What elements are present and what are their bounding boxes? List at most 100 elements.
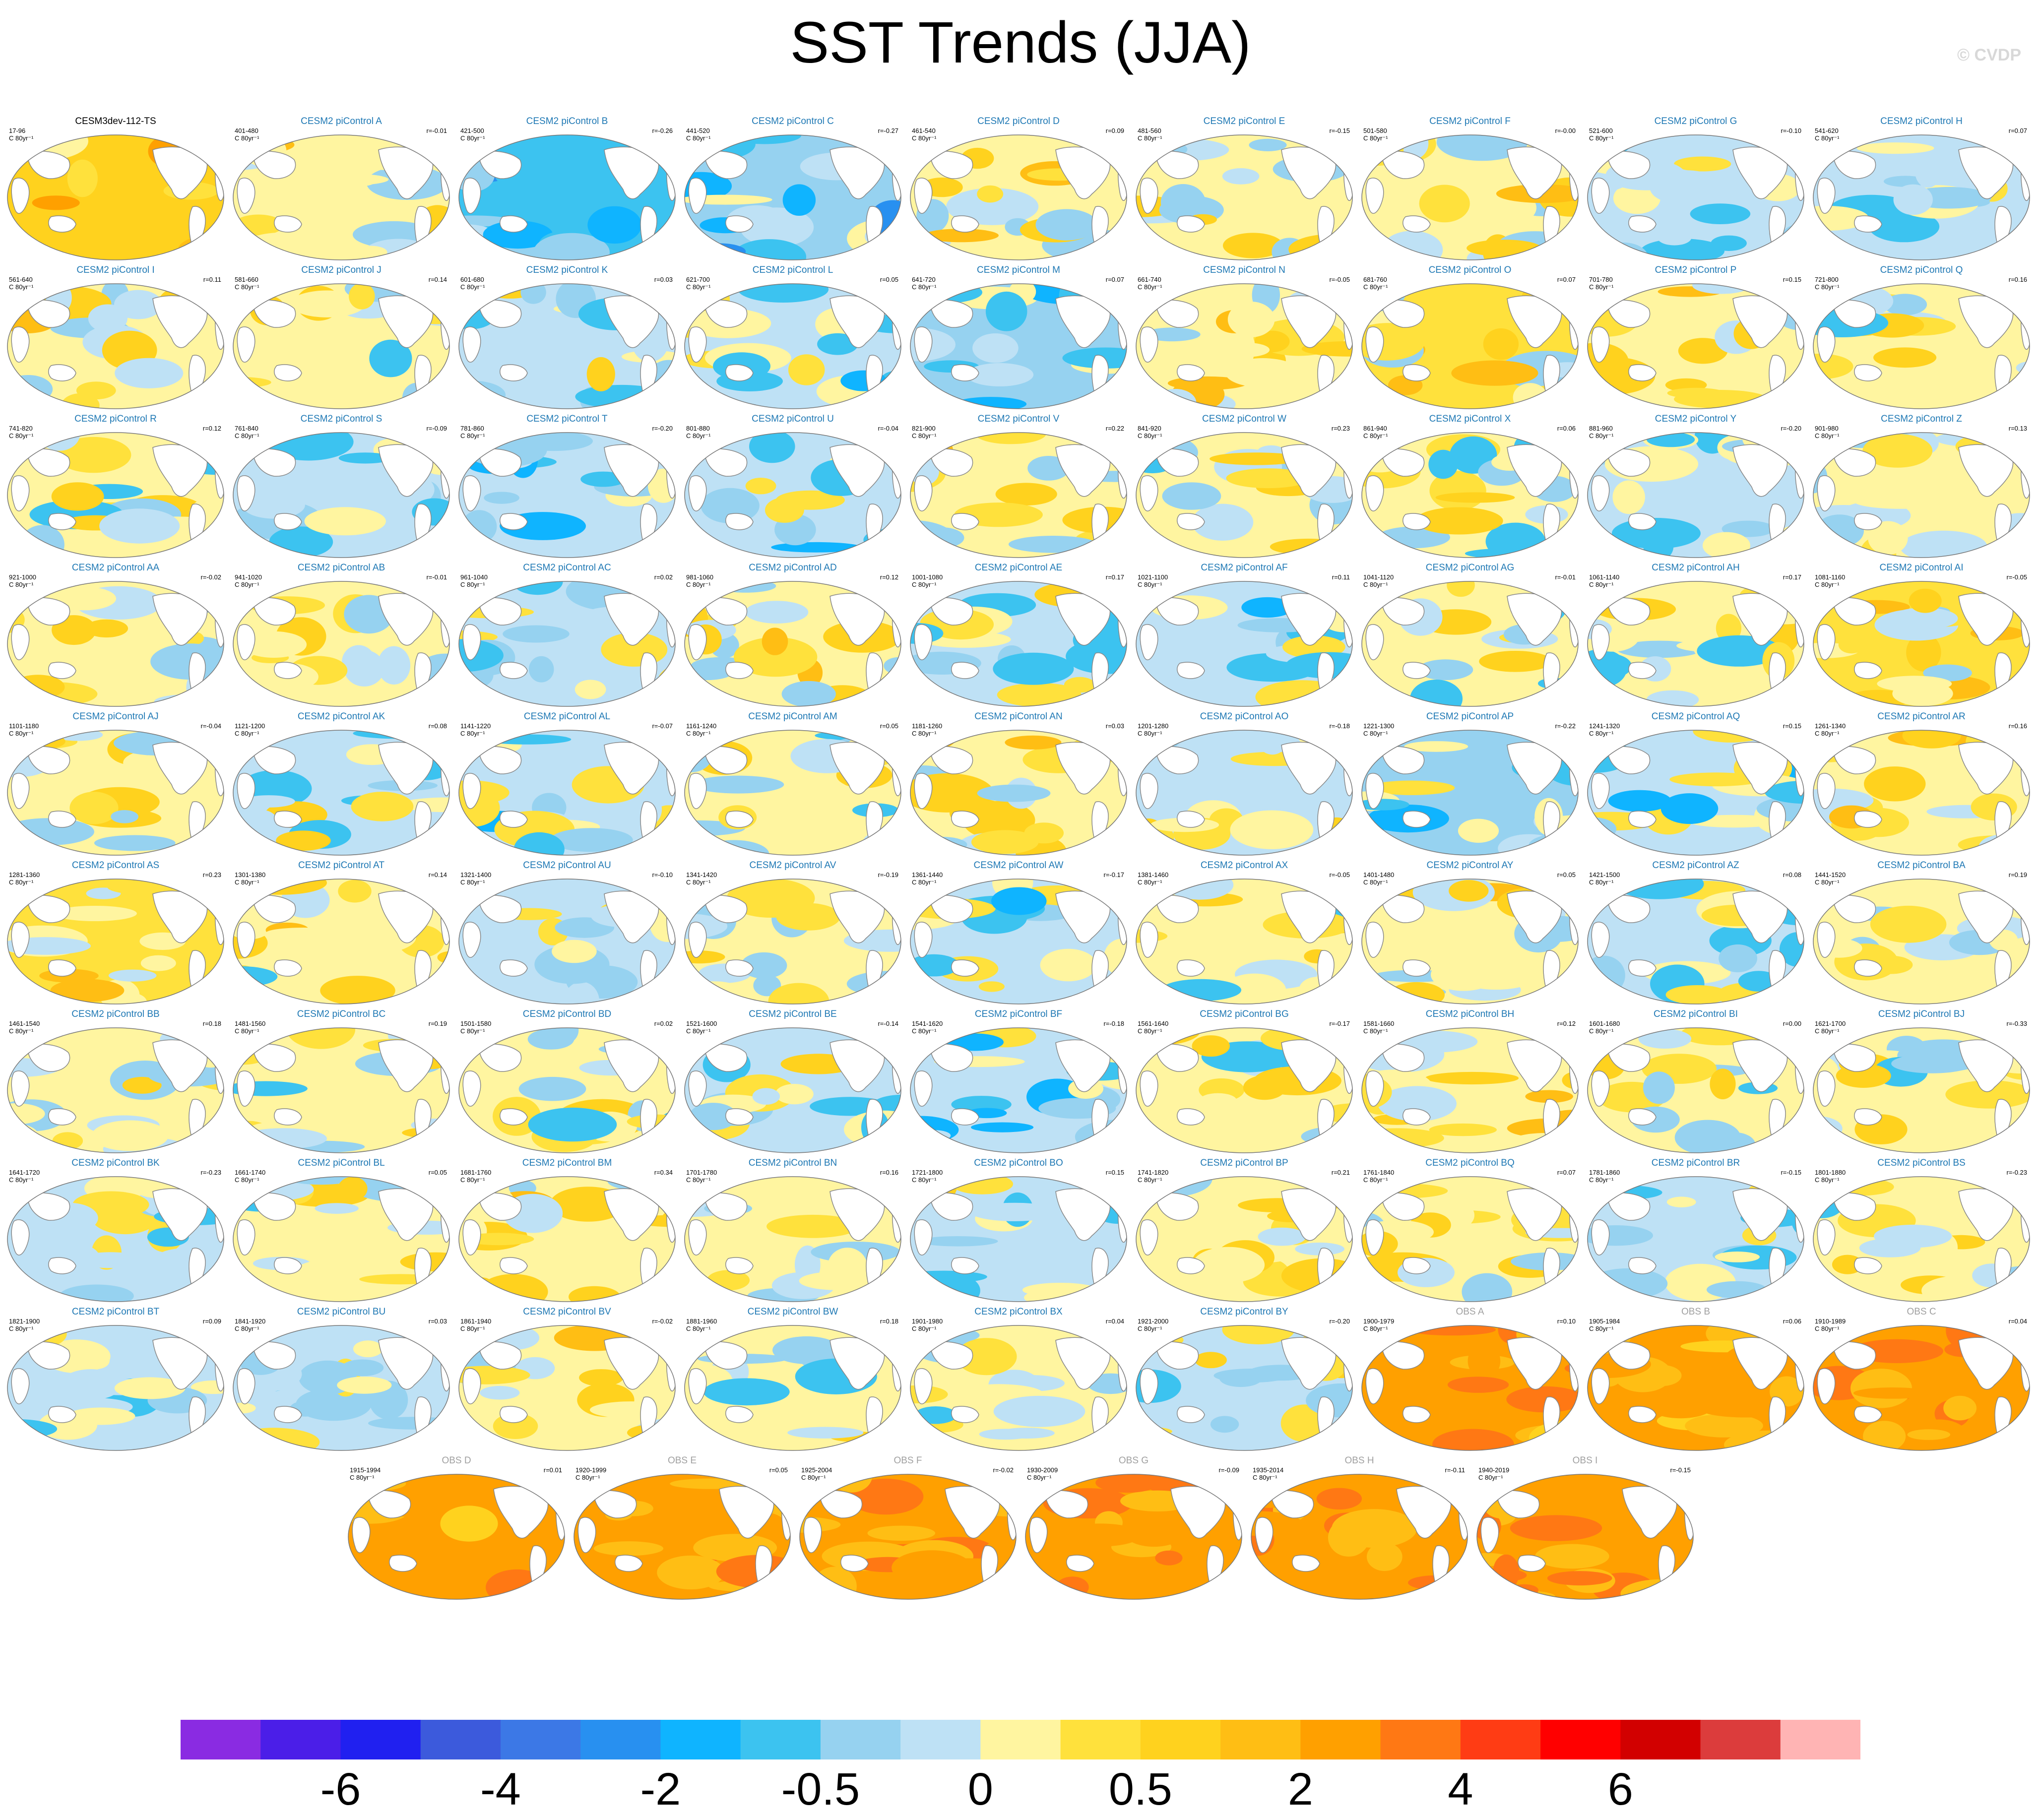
trend-blob bbox=[768, 983, 829, 1004]
panel-title: CESM2 piControl AU bbox=[523, 860, 611, 871]
map-svg bbox=[7, 1325, 224, 1451]
trend-blob bbox=[1943, 1395, 1977, 1421]
continent-shape bbox=[1403, 959, 1431, 977]
colorbar-swatch bbox=[1460, 1720, 1541, 1759]
trend-blob bbox=[114, 290, 163, 319]
continent-shape bbox=[11, 922, 30, 958]
map-panel: CESM2 piControl AO 1201-1280 C 80yr⁻¹ r=-0.… bbox=[1133, 710, 1356, 859]
trend-blob bbox=[513, 832, 565, 855]
trend-blob bbox=[1862, 434, 1933, 468]
panel-years: 921-1000 C 80yr⁻¹ bbox=[9, 573, 36, 588]
panel-units: C 80yr⁻¹ bbox=[235, 134, 259, 142]
trend-blob bbox=[1162, 482, 1221, 510]
panel-years: 1681-1760 C 80yr⁻¹ bbox=[460, 1169, 491, 1184]
continent-shape bbox=[1591, 326, 1610, 363]
panel-title: CESM2 piControl AW bbox=[973, 860, 1064, 871]
trend-blob bbox=[1832, 1255, 1863, 1274]
continent-shape bbox=[274, 1257, 302, 1274]
trend-blob bbox=[53, 586, 116, 611]
continent-shape bbox=[1994, 801, 2012, 842]
map-svg bbox=[233, 134, 450, 260]
continent-shape bbox=[914, 475, 933, 511]
panel-units: C 80yr⁻¹ bbox=[1815, 283, 1840, 291]
continent-shape bbox=[1591, 773, 1610, 809]
trend-blob bbox=[1893, 184, 1933, 215]
panel-correlation: r=0.11 bbox=[203, 276, 221, 283]
continent-shape bbox=[48, 959, 76, 977]
trend-blob bbox=[1891, 1054, 1974, 1073]
panel-year-range: 1341-1420 bbox=[686, 871, 717, 879]
map-svg bbox=[458, 134, 676, 260]
panel-year-range: 641-720 bbox=[912, 276, 936, 283]
trend-blob bbox=[111, 810, 138, 823]
copyright-label: © CVDP bbox=[1957, 46, 2021, 64]
trend-blob bbox=[1667, 387, 1725, 398]
trend-blob bbox=[1280, 1404, 1329, 1442]
trend-blob bbox=[1543, 243, 1578, 253]
panel-title: CESM2 piControl BN bbox=[748, 1158, 837, 1168]
panel-units: C 80yr⁻¹ bbox=[1363, 1176, 1388, 1184]
continent-shape bbox=[1543, 206, 1560, 247]
panel-units: C 80yr⁻¹ bbox=[460, 134, 485, 142]
panel-units: C 80yr⁻¹ bbox=[686, 1027, 711, 1035]
panel-units: C 80yr⁻¹ bbox=[686, 730, 711, 737]
trend-blob bbox=[985, 291, 1027, 331]
panel-title: CESM2 piControl A bbox=[301, 116, 382, 126]
colorbar-swatch bbox=[1300, 1720, 1381, 1759]
map-panel: CESM2 piControl BX 1901-1980 C 80yr⁻¹ r=0.0… bbox=[907, 1306, 1130, 1454]
trend-blob bbox=[798, 433, 833, 454]
map-panel: CESM2 piControl BP 1741-1820 C 80yr⁻¹ r=0.2… bbox=[1133, 1157, 1356, 1306]
trend-blob bbox=[59, 1284, 134, 1302]
panel-correlation: r=0.08 bbox=[1783, 871, 1801, 879]
trend-blob bbox=[348, 284, 375, 310]
trend-blob bbox=[56, 437, 131, 473]
colorbar-swatch bbox=[1540, 1720, 1621, 1759]
continent-shape bbox=[48, 1406, 76, 1423]
panel-years: 1935-2014 C 80yr⁻¹ bbox=[1253, 1466, 1283, 1481]
continent-shape bbox=[1769, 503, 1786, 545]
trend-blob bbox=[1040, 948, 1097, 982]
panel-years: 1461-1540 C 80yr⁻¹ bbox=[9, 1020, 40, 1035]
map-outline bbox=[7, 432, 224, 558]
trend-blob bbox=[1192, 503, 1254, 541]
panel-year-range: 1561-1640 bbox=[1138, 1020, 1169, 1027]
map-panel: CESM2 piControl BL 1661-1740 C 80yr⁻¹ r=0.0… bbox=[230, 1157, 453, 1306]
colorbar-swatch bbox=[820, 1720, 901, 1759]
trend-blob bbox=[817, 333, 858, 355]
panel-units: C 80yr⁻¹ bbox=[1138, 1176, 1162, 1184]
panel-correlation: r=-0.04 bbox=[200, 722, 221, 730]
continent-shape bbox=[1317, 950, 1335, 991]
trend-blob bbox=[1864, 766, 1926, 802]
trend-blob bbox=[263, 433, 354, 461]
map-svg bbox=[233, 1176, 450, 1302]
panel-year-range: 801-880 bbox=[686, 425, 710, 432]
continent-shape bbox=[1854, 513, 1882, 530]
continent-shape bbox=[48, 364, 76, 381]
trend-blob bbox=[1467, 1343, 1501, 1379]
continent-shape bbox=[1156, 1192, 1199, 1221]
trend-blob bbox=[1089, 388, 1117, 409]
panel-units: C 80yr⁻¹ bbox=[1138, 581, 1162, 588]
continent-shape bbox=[577, 1517, 596, 1553]
map-panel: OBS B 1905-1984 C 80yr⁻¹ r=0.06 bbox=[1584, 1306, 1807, 1454]
map-svg bbox=[7, 730, 224, 856]
map-panel: CESM2 piControl AH 1061-1140 C 80yr⁻¹ r=0.1… bbox=[1584, 562, 1807, 710]
continent-shape bbox=[253, 448, 296, 477]
continent-shape bbox=[462, 1070, 481, 1107]
trend-blob bbox=[206, 688, 224, 700]
panel-title: CESM2 piControl X bbox=[1429, 414, 1511, 424]
panel-year-range: 1641-1720 bbox=[9, 1169, 40, 1176]
trend-blob bbox=[91, 1120, 169, 1151]
panel-year-range: 1361-1440 bbox=[912, 871, 943, 879]
panel-units: C 80yr⁻¹ bbox=[801, 1474, 826, 1481]
map-panel: CESM2 piControl Y 881-960 C 80yr⁻¹ r=-0.20 bbox=[1584, 413, 1807, 562]
trend-blob bbox=[1906, 633, 1941, 672]
panel-year-range: 1141-1220 bbox=[460, 722, 491, 730]
colorbar bbox=[181, 1720, 1861, 1762]
panel-years: 1001-1080 C 80yr⁻¹ bbox=[912, 573, 943, 588]
trend-blob bbox=[1447, 581, 1475, 597]
continent-shape bbox=[1591, 178, 1610, 214]
trend-blob bbox=[338, 452, 392, 464]
panel-units: C 80yr⁻¹ bbox=[912, 1176, 937, 1184]
trend-blob bbox=[1612, 480, 1645, 514]
